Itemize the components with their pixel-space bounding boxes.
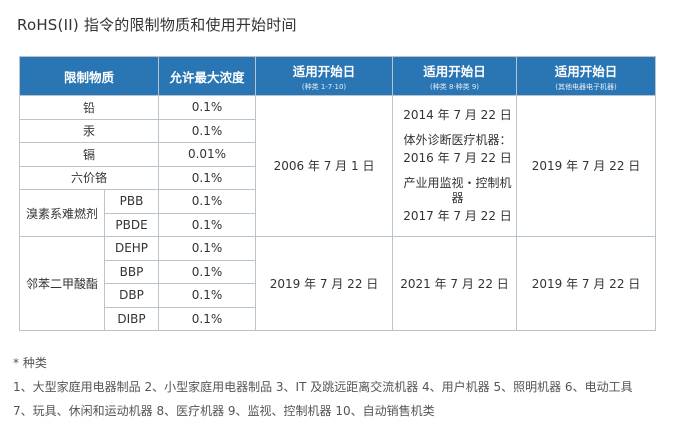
table-row: 六价铬 0.1% (18, 165, 656, 190)
substance-group-phthalate: 邻苯二甲酸酯 (19, 236, 105, 331)
value-cadmium: 0.01% (158, 142, 257, 167)
substance-cr6: 六价铬 (18, 165, 160, 190)
note-categories-line2: 7、玩具、休闲和运动机器 8、医疗机器 9、监视、控制机器 10、自动销售机类 (13, 404, 435, 418)
header-date1: 适用开始日 (种类 1-7·10) (255, 56, 394, 96)
header-date1-sub: (种类 1-7·10) (301, 82, 347, 91)
substance-pbde: PBDE (103, 212, 160, 237)
group1-date2-line2: 体外诊断医疗机器： (403, 133, 512, 147)
group1-date2-line4: 产业用监视・控制机器 (403, 176, 512, 205)
group2-date3: 2019 年 7 月 22 日 (516, 236, 657, 331)
value-bbp: 0.1% (158, 259, 257, 284)
table-row: 溴素系难燃剂 PBB 0.1% (19, 189, 656, 237)
table-row: DIBP 0.1% (20, 306, 656, 331)
header-date3-sub: (其他电器电子机器) (555, 82, 617, 91)
substance-bbp: BBP (103, 259, 160, 284)
value-cr6: 0.1% (158, 165, 257, 190)
value-mercury: 0.1% (158, 118, 257, 143)
group2-date2: 2021 年 7 月 22 日 (392, 236, 518, 331)
substance-pbb: PBB (103, 189, 160, 214)
substance-cadmium: 镉 (18, 142, 160, 167)
table-row: PBDE 0.1% (20, 212, 656, 237)
header-date3-label: 适用开始日 (554, 63, 618, 79)
header-substance: 限制物质 (18, 56, 160, 96)
header-date2: 适用开始日 (种类 8·种类 9) (392, 56, 518, 96)
group2-date1: 2019 年 7 月 22 日 (255, 236, 394, 331)
rohs-table: 限制物质 允许最大浓度 适用开始日 (种类 1-7·10) 适用开始日 (种类 … (18, 56, 657, 331)
substance-mercury: 汞 (18, 118, 160, 143)
group1-date1: 2006 年 7 月 1 日 (255, 95, 394, 237)
table-row: 汞 0.1% (18, 118, 656, 143)
value-dehp: 0.1% (158, 236, 257, 261)
value-dibp: 0.1% (158, 306, 257, 331)
table-row: 铅 0.1% 2006 年 7 月 1 日 2014 年 7 月 22 日 体外… (18, 95, 657, 237)
group1-date2-line1: 2014 年 7 月 22 日 (403, 108, 512, 122)
group1-date3: 2019 年 7 月 22 日 (516, 95, 657, 237)
value-lead: 0.1% (158, 95, 257, 120)
header-date2-label: 适用开始日 (423, 63, 486, 79)
group1-date2-line3: 2016 年 7 月 22 日 (403, 151, 512, 165)
group1-date2: 2014 年 7 月 22 日 体外诊断医疗机器： 2016 年 7 月 22 … (392, 95, 518, 237)
substance-dbp: DBP (103, 283, 160, 308)
header-date1-label: 适用开始日 (292, 63, 356, 79)
header-max-concentration: 允许最大浓度 (158, 56, 257, 96)
value-dbp: 0.1% (158, 283, 257, 308)
substance-lead: 铅 (18, 95, 160, 120)
table-row: 邻苯二甲酸酯 DEHP 0.1% 2019 年 7 月 22 日 2021 年 … (19, 236, 657, 331)
table-header-row: 限制物质 允许最大浓度 适用开始日 (种类 1-7·10) 适用开始日 (种类 … (18, 56, 657, 96)
substance-dehp: DEHP (103, 236, 160, 261)
note-heading: * 种类 (13, 356, 47, 370)
substance-group-bfr: 溴素系难燃剂 (19, 189, 105, 237)
value-pbde: 0.1% (158, 212, 257, 237)
substance-dibp: DIBP (103, 306, 160, 331)
table-row: BBP 0.1% (20, 259, 656, 284)
header-date2-sub: (种类 8·种类 9) (429, 82, 480, 91)
group1-date2-line5: 2017 年 7 月 22 日 (403, 209, 512, 223)
table-row: DBP 0.1% (20, 283, 656, 308)
header-date3: 适用开始日 (其他电器电子机器) (516, 56, 657, 96)
page-title: RoHS(II) 指令的限制物质和使用开始时间 (17, 16, 297, 34)
value-pbb: 0.1% (158, 189, 257, 214)
note-categories-line1: 1、大型家庭用电器制品 2、小型家庭用电器制品 3、IT 及跳远距离交流机器 4… (13, 380, 633, 394)
